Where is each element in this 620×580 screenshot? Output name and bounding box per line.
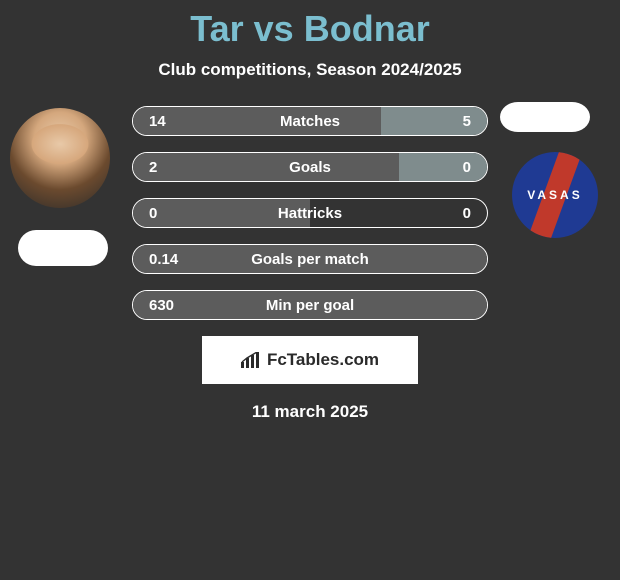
stat-value-left: 630 xyxy=(133,297,222,314)
stat-row: 14Matches5 xyxy=(132,106,488,136)
stat-row: 630Min per goal xyxy=(132,290,488,320)
chart-icon xyxy=(241,352,261,368)
comparison-container: VASAS 14Matches52Goals00Hattricks00.14Go… xyxy=(0,106,620,320)
source-logo-text: FcTables.com xyxy=(267,350,379,370)
stat-value-left: 2 xyxy=(133,159,222,176)
stat-label: Goals per match xyxy=(222,251,399,268)
stat-bars: 14Matches52Goals00Hattricks00.14Goals pe… xyxy=(132,106,488,320)
source-logo: FcTables.com xyxy=(202,336,418,384)
player2-flag xyxy=(500,102,590,132)
stat-value-left: 0.14 xyxy=(133,251,222,268)
player1-name: Tar xyxy=(190,8,243,49)
stat-row: 2Goals0 xyxy=(132,152,488,182)
stat-label: Matches xyxy=(222,113,399,130)
stat-value-right: 0 xyxy=(399,159,488,176)
subtitle: Club competitions, Season 2024/2025 xyxy=(0,60,620,80)
stat-value-left: 14 xyxy=(133,113,222,130)
player2-name: Bodnar xyxy=(304,8,430,49)
player1-avatar xyxy=(10,108,110,208)
player2-club-badge: VASAS xyxy=(512,152,598,238)
vs-label: vs xyxy=(254,8,294,49)
stat-value-right: 0 xyxy=(399,205,488,222)
date-label: 11 march 2025 xyxy=(0,402,620,422)
stat-label: Goals xyxy=(222,159,399,176)
stat-value-right: 5 xyxy=(399,113,488,130)
badge-label: VASAS xyxy=(527,188,582,202)
comparison-title: Tar vs Bodnar xyxy=(0,0,620,50)
stat-value-left: 0 xyxy=(133,205,222,222)
stat-label: Hattricks xyxy=(222,205,399,222)
stat-row: 0.14Goals per match xyxy=(132,244,488,274)
stat-row: 0Hattricks0 xyxy=(132,198,488,228)
stat-label: Min per goal xyxy=(222,297,399,314)
player1-flag xyxy=(18,230,108,266)
